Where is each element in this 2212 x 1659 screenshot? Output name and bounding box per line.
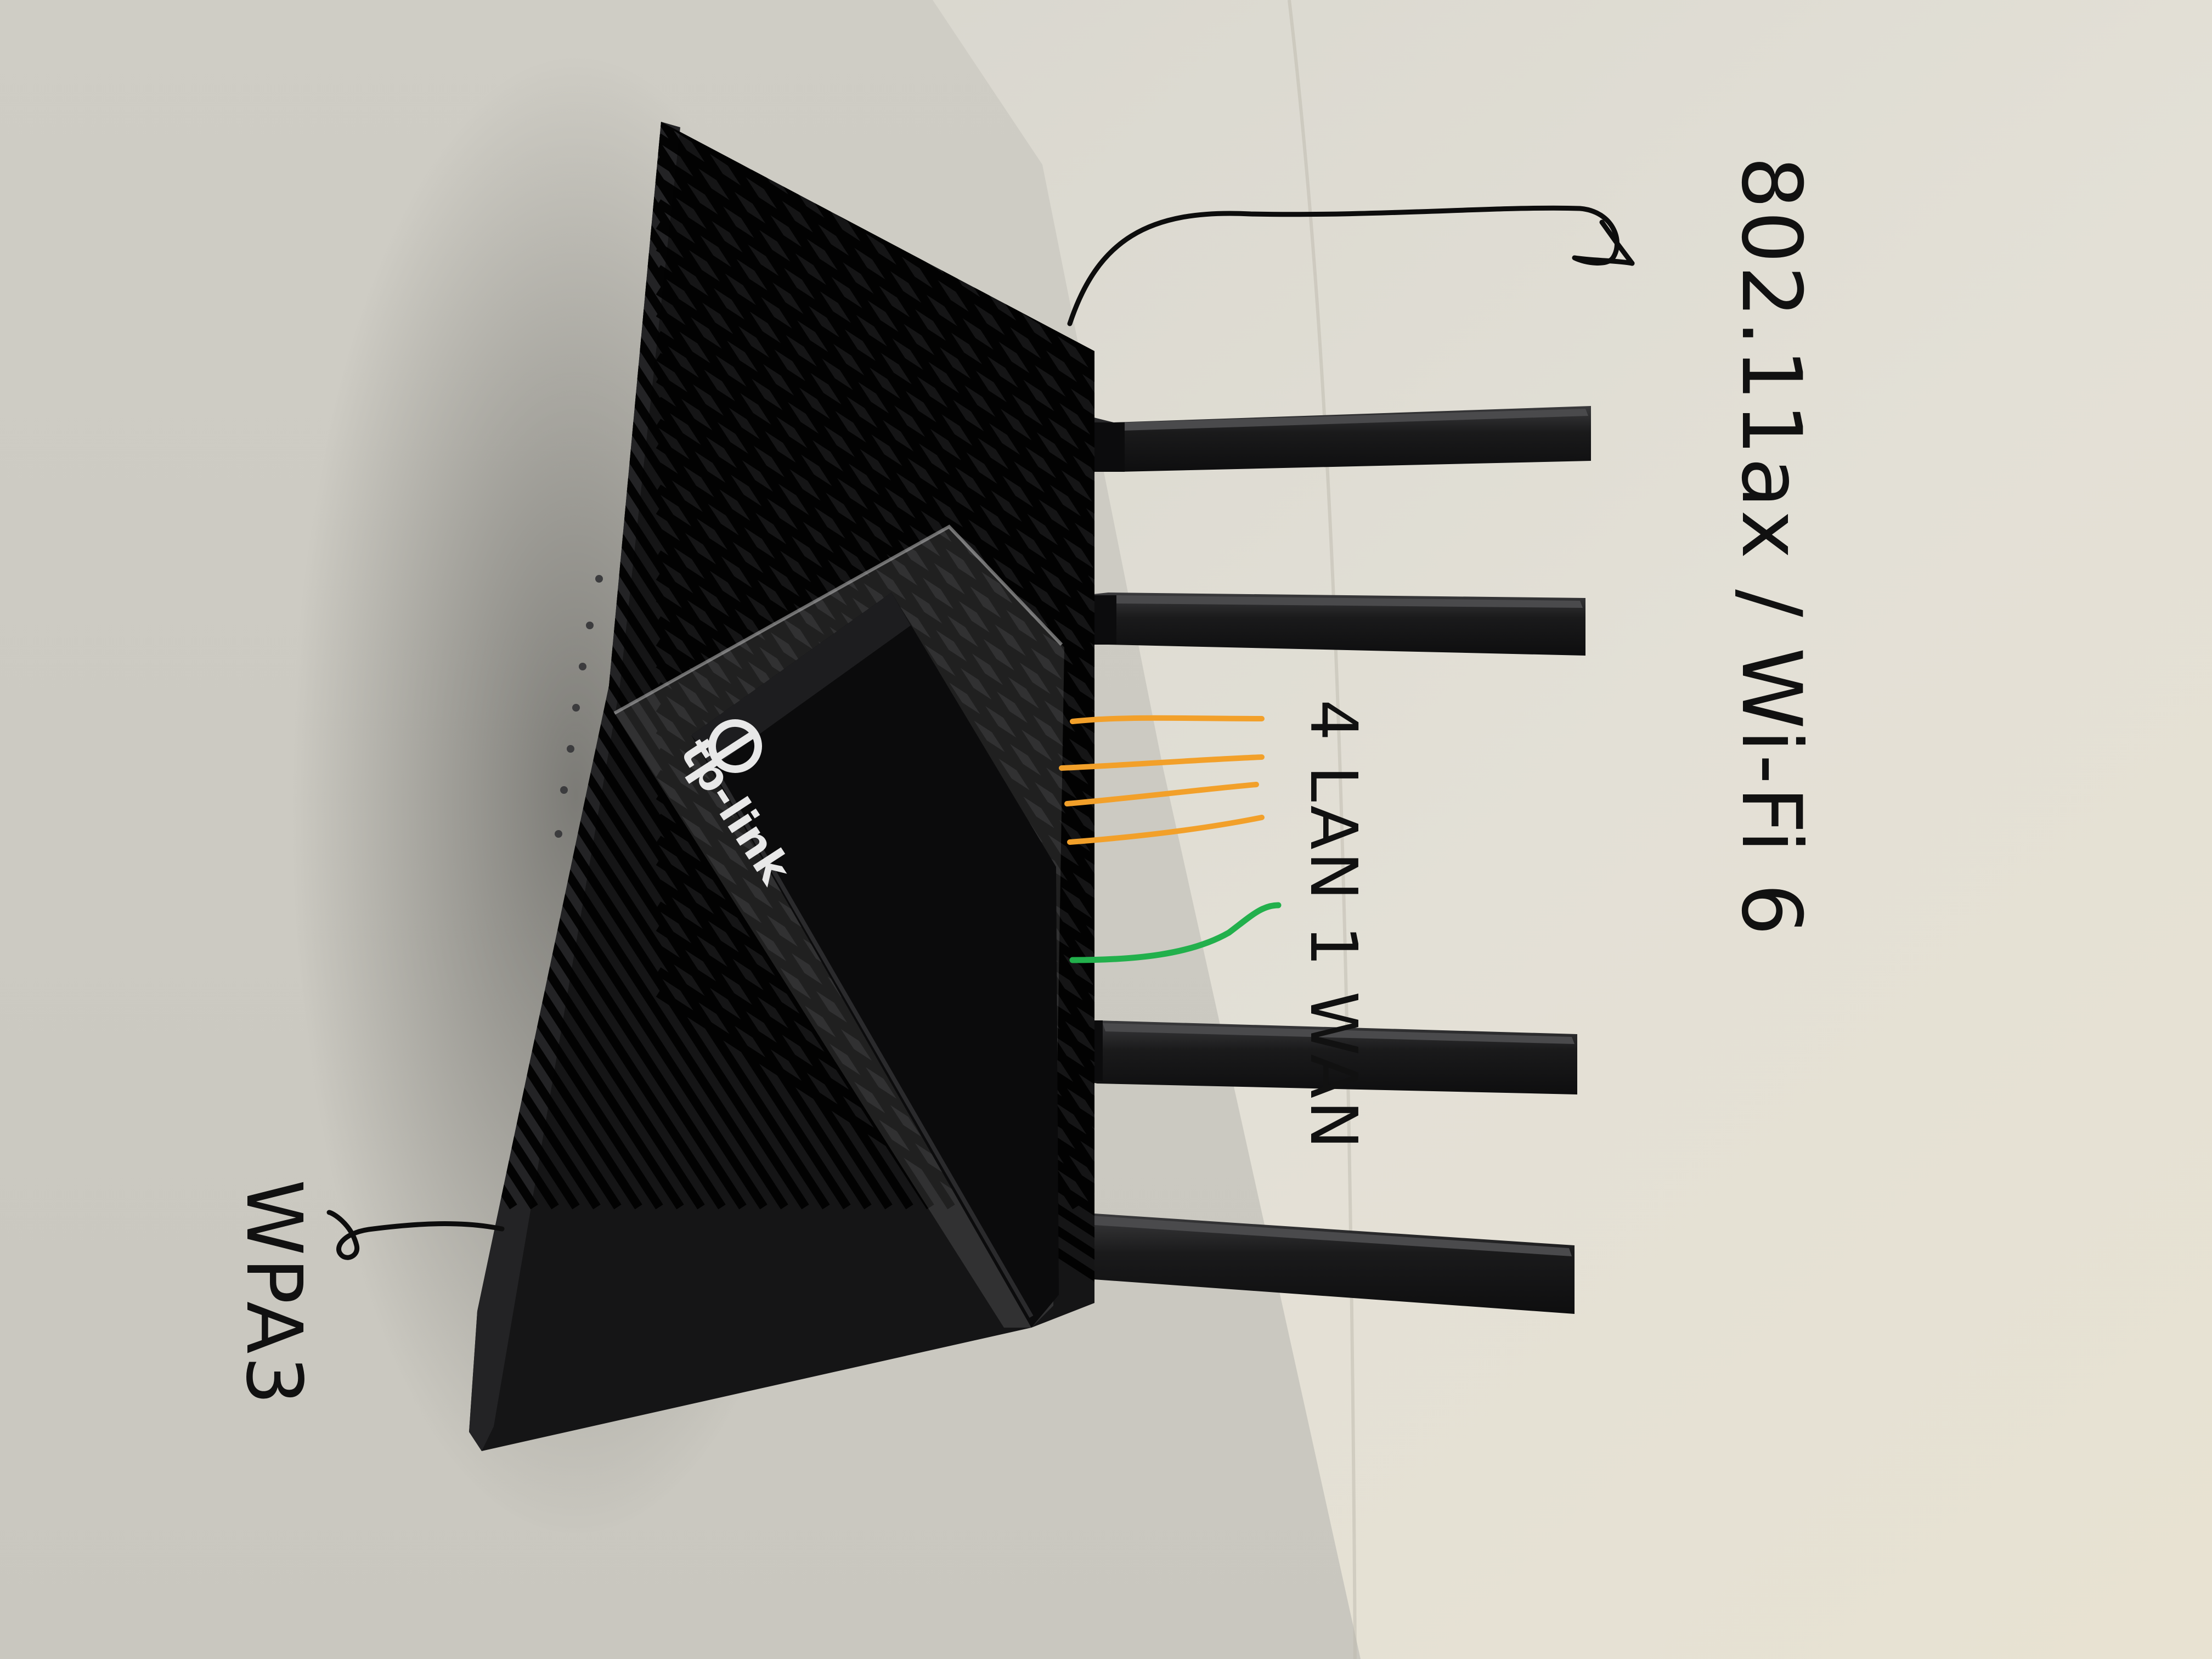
- wifi-standard-label: 802.11ax / Wi-Fi 6: [1723, 156, 1819, 938]
- security-label: WPA3: [229, 1180, 318, 1407]
- ports-label: 4 LAN 1 WAN: [1296, 699, 1372, 1151]
